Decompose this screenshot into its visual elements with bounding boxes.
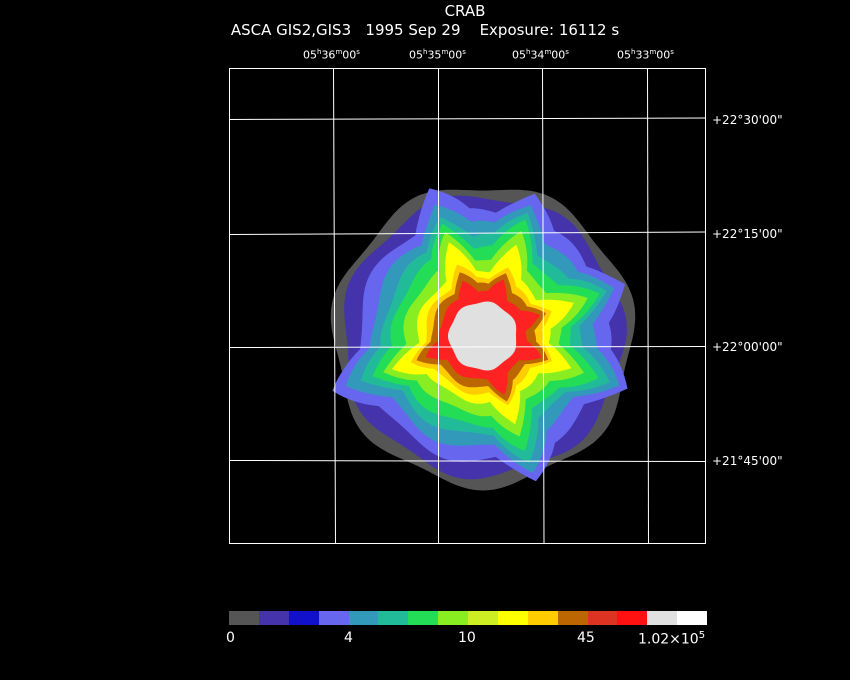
- colorbar-swatch: [647, 611, 677, 625]
- colorbar-swatch: [677, 611, 707, 625]
- grid-dec-2200: [229, 347, 706, 348]
- colorbar-swatch: [558, 611, 588, 625]
- colorbar-swatch: [528, 611, 558, 625]
- colorbar-swatch: [259, 611, 289, 625]
- colorbar-label-0: 0: [226, 630, 235, 646]
- colorbar-swatch: [498, 611, 528, 625]
- colorbar-swatch: [378, 611, 408, 625]
- colorbar-label-max: 1.02×105: [638, 630, 705, 648]
- colorbar-swatch: [408, 611, 438, 625]
- colorbar-swatch: [468, 611, 498, 625]
- colorbar-swatch: [229, 611, 259, 625]
- grid-dec-2145: [229, 461, 706, 462]
- colorbar-label-45: 45: [577, 630, 595, 646]
- colorbar-swatch: [588, 611, 618, 625]
- colorbar-swatch: [617, 611, 647, 625]
- grid-ra-0533: [648, 68, 649, 543]
- colorbar-swatch: [319, 611, 349, 625]
- colorbar-label-4: 4: [344, 630, 353, 646]
- colorbar-label-10: 10: [458, 630, 476, 646]
- colorbar: [229, 611, 707, 625]
- grid-dec-2230: [229, 118, 706, 120]
- colorbar-swatch: [349, 611, 379, 625]
- colorbar-swatch: [438, 611, 468, 625]
- colorbar-swatch: [289, 611, 319, 625]
